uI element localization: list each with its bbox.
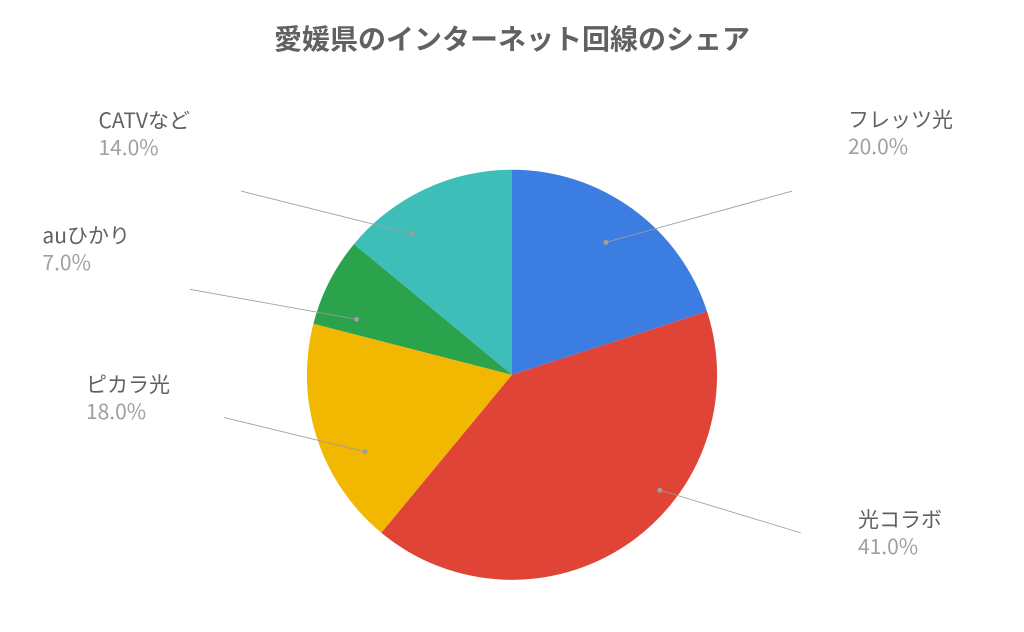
slice-label: 光コラボ41.0% bbox=[858, 506, 942, 561]
slice-label-name: 光コラボ bbox=[858, 506, 942, 533]
slice-label: ピカラ光18.0% bbox=[86, 371, 170, 426]
slice-label: CATVなど14.0% bbox=[98, 107, 190, 162]
slice-label: auひかり7.0% bbox=[42, 222, 130, 277]
slice-label-name: フレッツ光 bbox=[848, 106, 953, 133]
chart-title: 愛媛県のインターネット回線のシェア bbox=[0, 18, 1024, 58]
leader-line bbox=[241, 191, 412, 234]
slice-label-name: ピカラ光 bbox=[86, 371, 170, 398]
leader-dot bbox=[354, 317, 359, 322]
leader-dot bbox=[409, 231, 414, 236]
slice-label-pct: 20.0% bbox=[848, 133, 953, 160]
pie-slices bbox=[307, 170, 717, 580]
slice-label-pct: 18.0% bbox=[86, 398, 170, 425]
leader-dot bbox=[362, 449, 367, 454]
slice-label-pct: 7.0% bbox=[42, 249, 130, 276]
chart-container: 愛媛県のインターネット回線のシェア フレッツ光20.0% 光コラボ41.0% ピカラ… bbox=[0, 0, 1024, 632]
slice-label-name: auひかり bbox=[42, 222, 130, 249]
slice-label-pct: 14.0% bbox=[98, 134, 190, 161]
slice-label-name: CATVなど bbox=[98, 107, 190, 134]
slice-label-pct: 41.0% bbox=[858, 533, 942, 560]
slice-label: フレッツ光20.0% bbox=[848, 106, 953, 161]
leader-dot bbox=[603, 240, 608, 245]
leader-dot bbox=[657, 488, 662, 493]
leader-line bbox=[660, 490, 801, 533]
